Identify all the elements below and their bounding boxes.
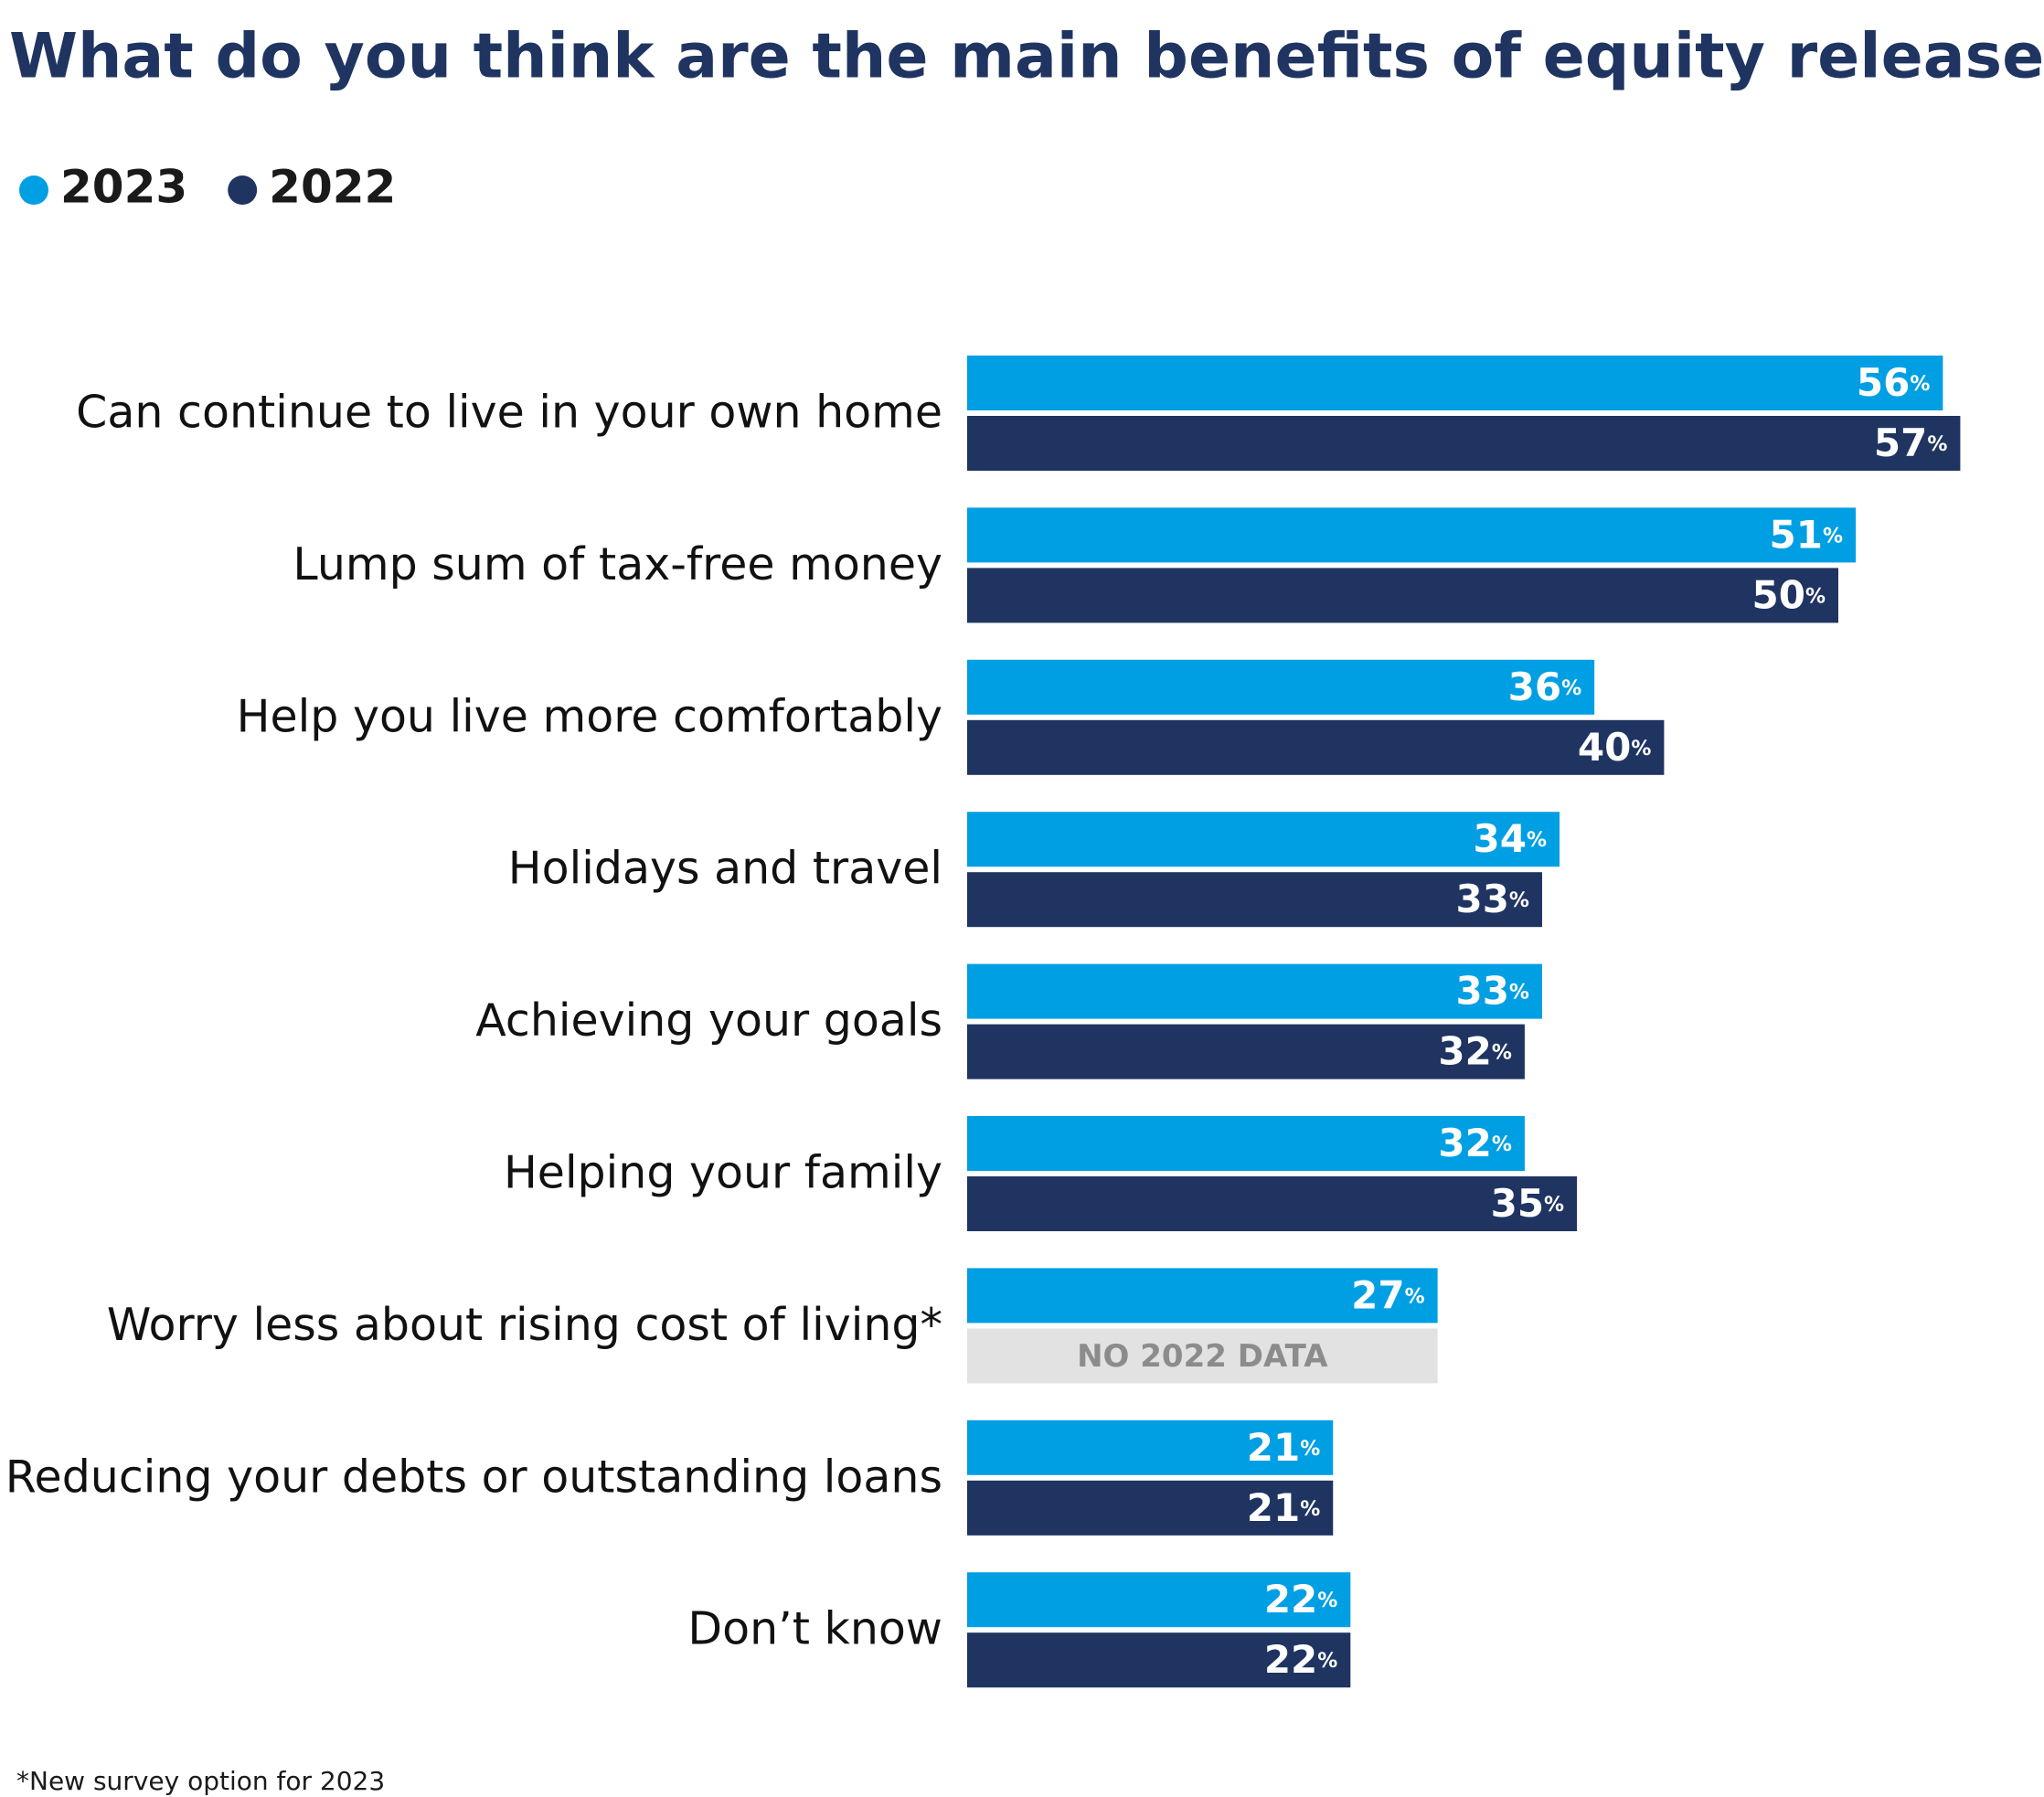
no-data-placeholder — [967, 1328, 1438, 1384]
category-label: Don’t know — [687, 1603, 942, 1655]
value-label: 21% — [1247, 1484, 1321, 1529]
bar — [967, 659, 1595, 715]
value-label: 50% — [1752, 572, 1826, 617]
legend-label: 2022 — [269, 161, 396, 214]
category-label: Holidays and travel — [508, 843, 942, 895]
bar — [967, 1268, 1438, 1324]
value-label: 57% — [1874, 420, 1948, 465]
category-label: Lump sum of tax-free money — [293, 538, 942, 590]
bar — [967, 568, 1838, 623]
category-label: Achieving your goals — [475, 994, 942, 1047]
value-label: 22% — [1264, 1577, 1338, 1622]
legend-swatch — [19, 175, 48, 205]
value-label: 32% — [1438, 1028, 1512, 1073]
category-label: Helping your family — [504, 1147, 942, 1199]
legend-swatch — [228, 175, 258, 205]
value-label: 33% — [1455, 968, 1529, 1013]
bar — [967, 356, 1943, 410]
bar — [967, 963, 1542, 1019]
bar — [967, 1480, 1334, 1536]
value-label: 27% — [1351, 1272, 1425, 1317]
bar — [967, 1420, 1334, 1475]
value-label: 21% — [1247, 1424, 1321, 1469]
bar — [967, 1024, 1525, 1079]
category-label: Help you live more comfortably — [237, 690, 942, 742]
value-label: 32% — [1438, 1121, 1512, 1165]
value-label: 22% — [1264, 1637, 1338, 1682]
category-label: Worry less about rising cost of living* — [107, 1299, 942, 1351]
value-label: 35% — [1491, 1181, 1565, 1226]
value-label: 51% — [1770, 512, 1844, 557]
value-label: 40% — [1578, 724, 1652, 769]
bar — [967, 812, 1560, 867]
bar — [967, 719, 1665, 775]
no-data-label: NO 2022 DATA — [1077, 1338, 1328, 1375]
bar — [967, 1116, 1525, 1171]
category-label: Reducing your debts or outstanding loans — [5, 1451, 942, 1503]
value-label: 34% — [1474, 816, 1548, 861]
value-label: 56% — [1857, 360, 1931, 405]
value-label: 33% — [1455, 877, 1529, 921]
chart-title: What do you think are the main benefits … — [9, 21, 2044, 93]
bar — [967, 1176, 1578, 1231]
bar — [967, 416, 1961, 471]
bar — [967, 507, 1857, 563]
bar — [967, 872, 1542, 928]
bar — [967, 1632, 1351, 1688]
footnote: *New survey option for 2023 — [16, 1766, 385, 1796]
legend-label: 2023 — [60, 161, 187, 214]
category-label: Can continue to live in your own home — [76, 387, 942, 439]
value-label: 36% — [1508, 664, 1582, 708]
bar — [967, 1572, 1351, 1628]
